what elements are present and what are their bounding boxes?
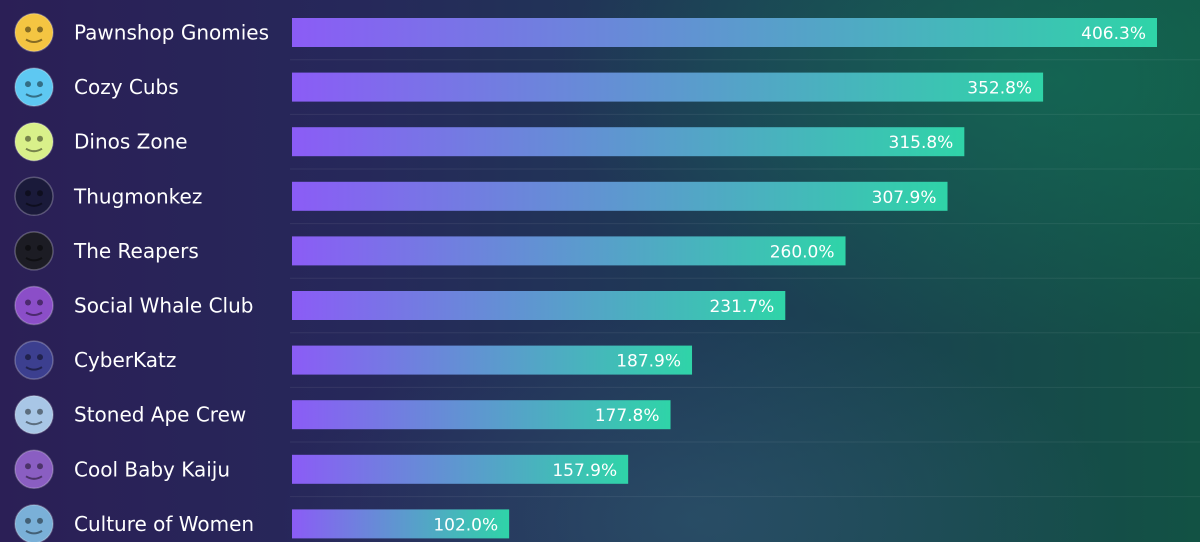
avatar-icon (14, 231, 54, 271)
chart-row: Cool Baby Kaiju 157.9% (14, 441, 1200, 490)
value-label: 307.9% (872, 188, 937, 208)
value-label: 315.8% (889, 133, 954, 153)
value-label: 177.8% (595, 406, 660, 426)
avatar-icon (14, 121, 54, 162)
avatar-icon (14, 285, 54, 326)
bar (292, 509, 510, 539)
bar (292, 345, 693, 375)
bar (292, 400, 671, 430)
category-label: Thugmonkez (73, 184, 202, 208)
category-label: Cool Baby Kaiju (74, 457, 230, 481)
avatar-icon (14, 394, 54, 435)
avatar-icon (14, 340, 54, 380)
bar (292, 127, 965, 157)
chart-row: Thugmonkez 307.9% (14, 168, 1200, 217)
value-label: 260.0% (770, 242, 835, 262)
chart-rows: Pawnshop Gnomies 406.3% Cozy Cubs 352.8% Din… (14, 12, 1200, 542)
chart-row: Stoned Ape Crew 177.8% (14, 386, 1200, 435)
value-label: 187.9% (616, 352, 681, 372)
bar (292, 72, 1044, 102)
bar (292, 181, 948, 211)
chart-row: Pawnshop Gnomies 406.3% (14, 12, 1157, 53)
bar (292, 291, 786, 320)
value-label: 102.0% (433, 515, 498, 535)
category-label: Cozy Cubs (74, 75, 179, 99)
avatar-icon (14, 67, 54, 107)
chart-row: CyberKatz 187.9% (14, 332, 1200, 380)
value-label: 157.9% (552, 461, 617, 481)
value-label: 231.7% (709, 297, 774, 317)
bar (292, 18, 1157, 47)
category-label: CyberKatz (74, 348, 176, 372)
chart-row: The Reapers 260.0% (14, 223, 1200, 271)
avatar-icon (14, 12, 54, 53)
chart-row: Culture of Women 102.0% (14, 496, 1200, 542)
avatar-icon (14, 176, 54, 217)
chart-row: Cozy Cubs 352.8% (14, 59, 1200, 107)
value-label: 352.8% (967, 79, 1032, 99)
category-label: Pawnshop Gnomies (74, 21, 269, 45)
avatar-icon (14, 504, 54, 542)
avatar-icon (14, 449, 54, 490)
value-label: 406.3% (1081, 24, 1146, 44)
category-label: Culture of Women (74, 512, 254, 536)
bar (292, 236, 846, 266)
category-label: Social Whale Club (74, 294, 253, 318)
category-label: Dinos Zone (74, 130, 188, 154)
chart-row: Dinos Zone 315.8% (14, 113, 1200, 162)
bar (292, 454, 629, 484)
category-label: The Reapers (73, 239, 199, 263)
chart-row: Social Whale Club 231.7% (14, 277, 1200, 326)
category-label: Stoned Ape Crew (74, 403, 246, 427)
